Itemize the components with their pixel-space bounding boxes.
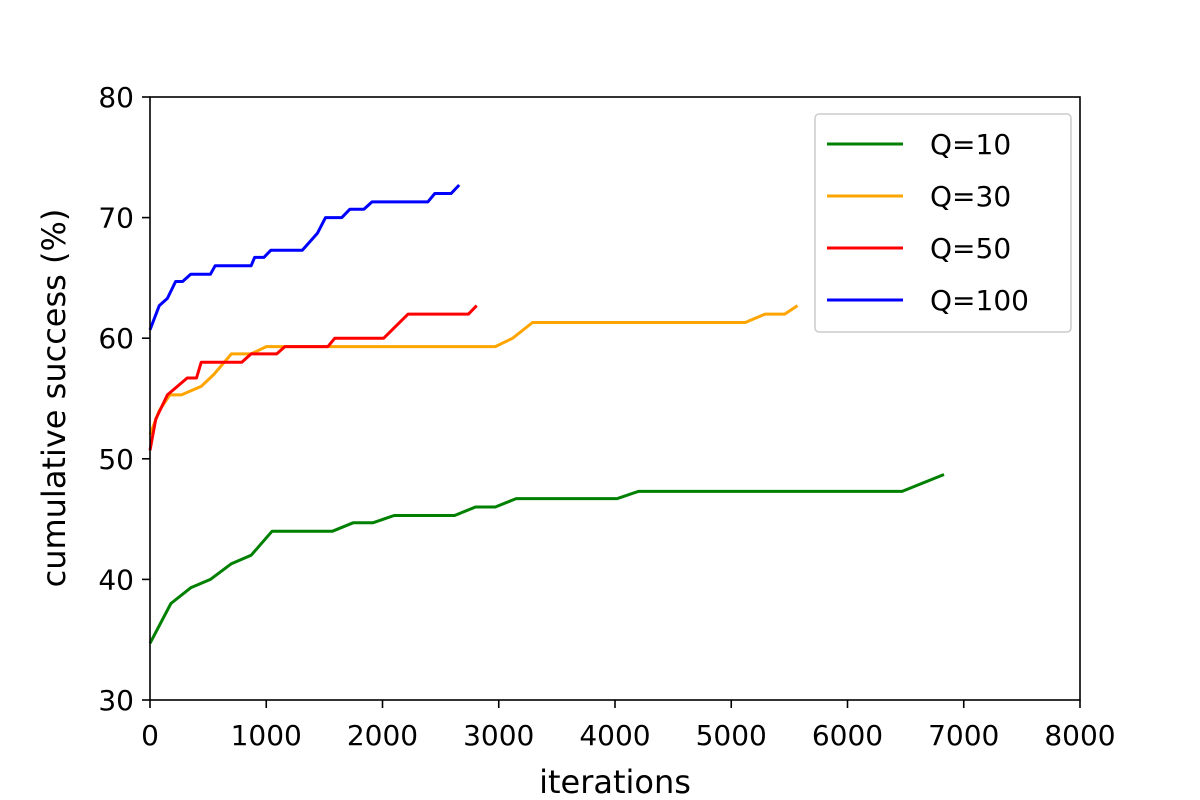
legend-label-q10: Q=10 [930,128,1011,161]
y-tick-label: 80 [98,81,134,114]
y-tick-label: 40 [98,563,134,596]
x-tick-label: 4000 [579,719,650,752]
y-tick-label: 30 [98,684,134,717]
series-line-q50 [148,304,478,451]
series-line-q30 [148,304,799,436]
legend-box [814,113,1072,333]
series-line-q100 [148,183,461,331]
x-tick-label: 1000 [231,719,302,752]
y-axis-ticks: 30 40 50 60 70 80 [98,81,150,717]
legend-label-q100: Q=100 [930,284,1029,317]
x-tick-label: 5000 [696,719,767,752]
legend-label-q30: Q=30 [930,180,1011,213]
y-tick-label: 70 [98,202,134,235]
x-tick-label: 7000 [928,719,999,752]
x-axis-ticks: 0 1000 2000 3000 4000 5000 6000 7000 8000 [141,700,1116,752]
y-axis-label: cumulative success (%) [35,209,73,588]
x-tick-label: 0 [141,719,159,752]
legend-label-q50: Q=50 [930,232,1011,265]
x-tick-label: 8000 [1044,719,1115,752]
y-tick-label: 50 [98,443,134,476]
series-line-q10 [148,473,945,644]
x-tick-label: 3000 [463,719,534,752]
x-tick-label: 2000 [347,719,418,752]
legend: Q=10 Q=30 Q=50 Q=100 [814,113,1072,333]
x-tick-label: 6000 [812,719,883,752]
x-axis-label: iterations [539,763,691,800]
series-layer [148,183,945,644]
y-tick-label: 60 [98,322,134,355]
